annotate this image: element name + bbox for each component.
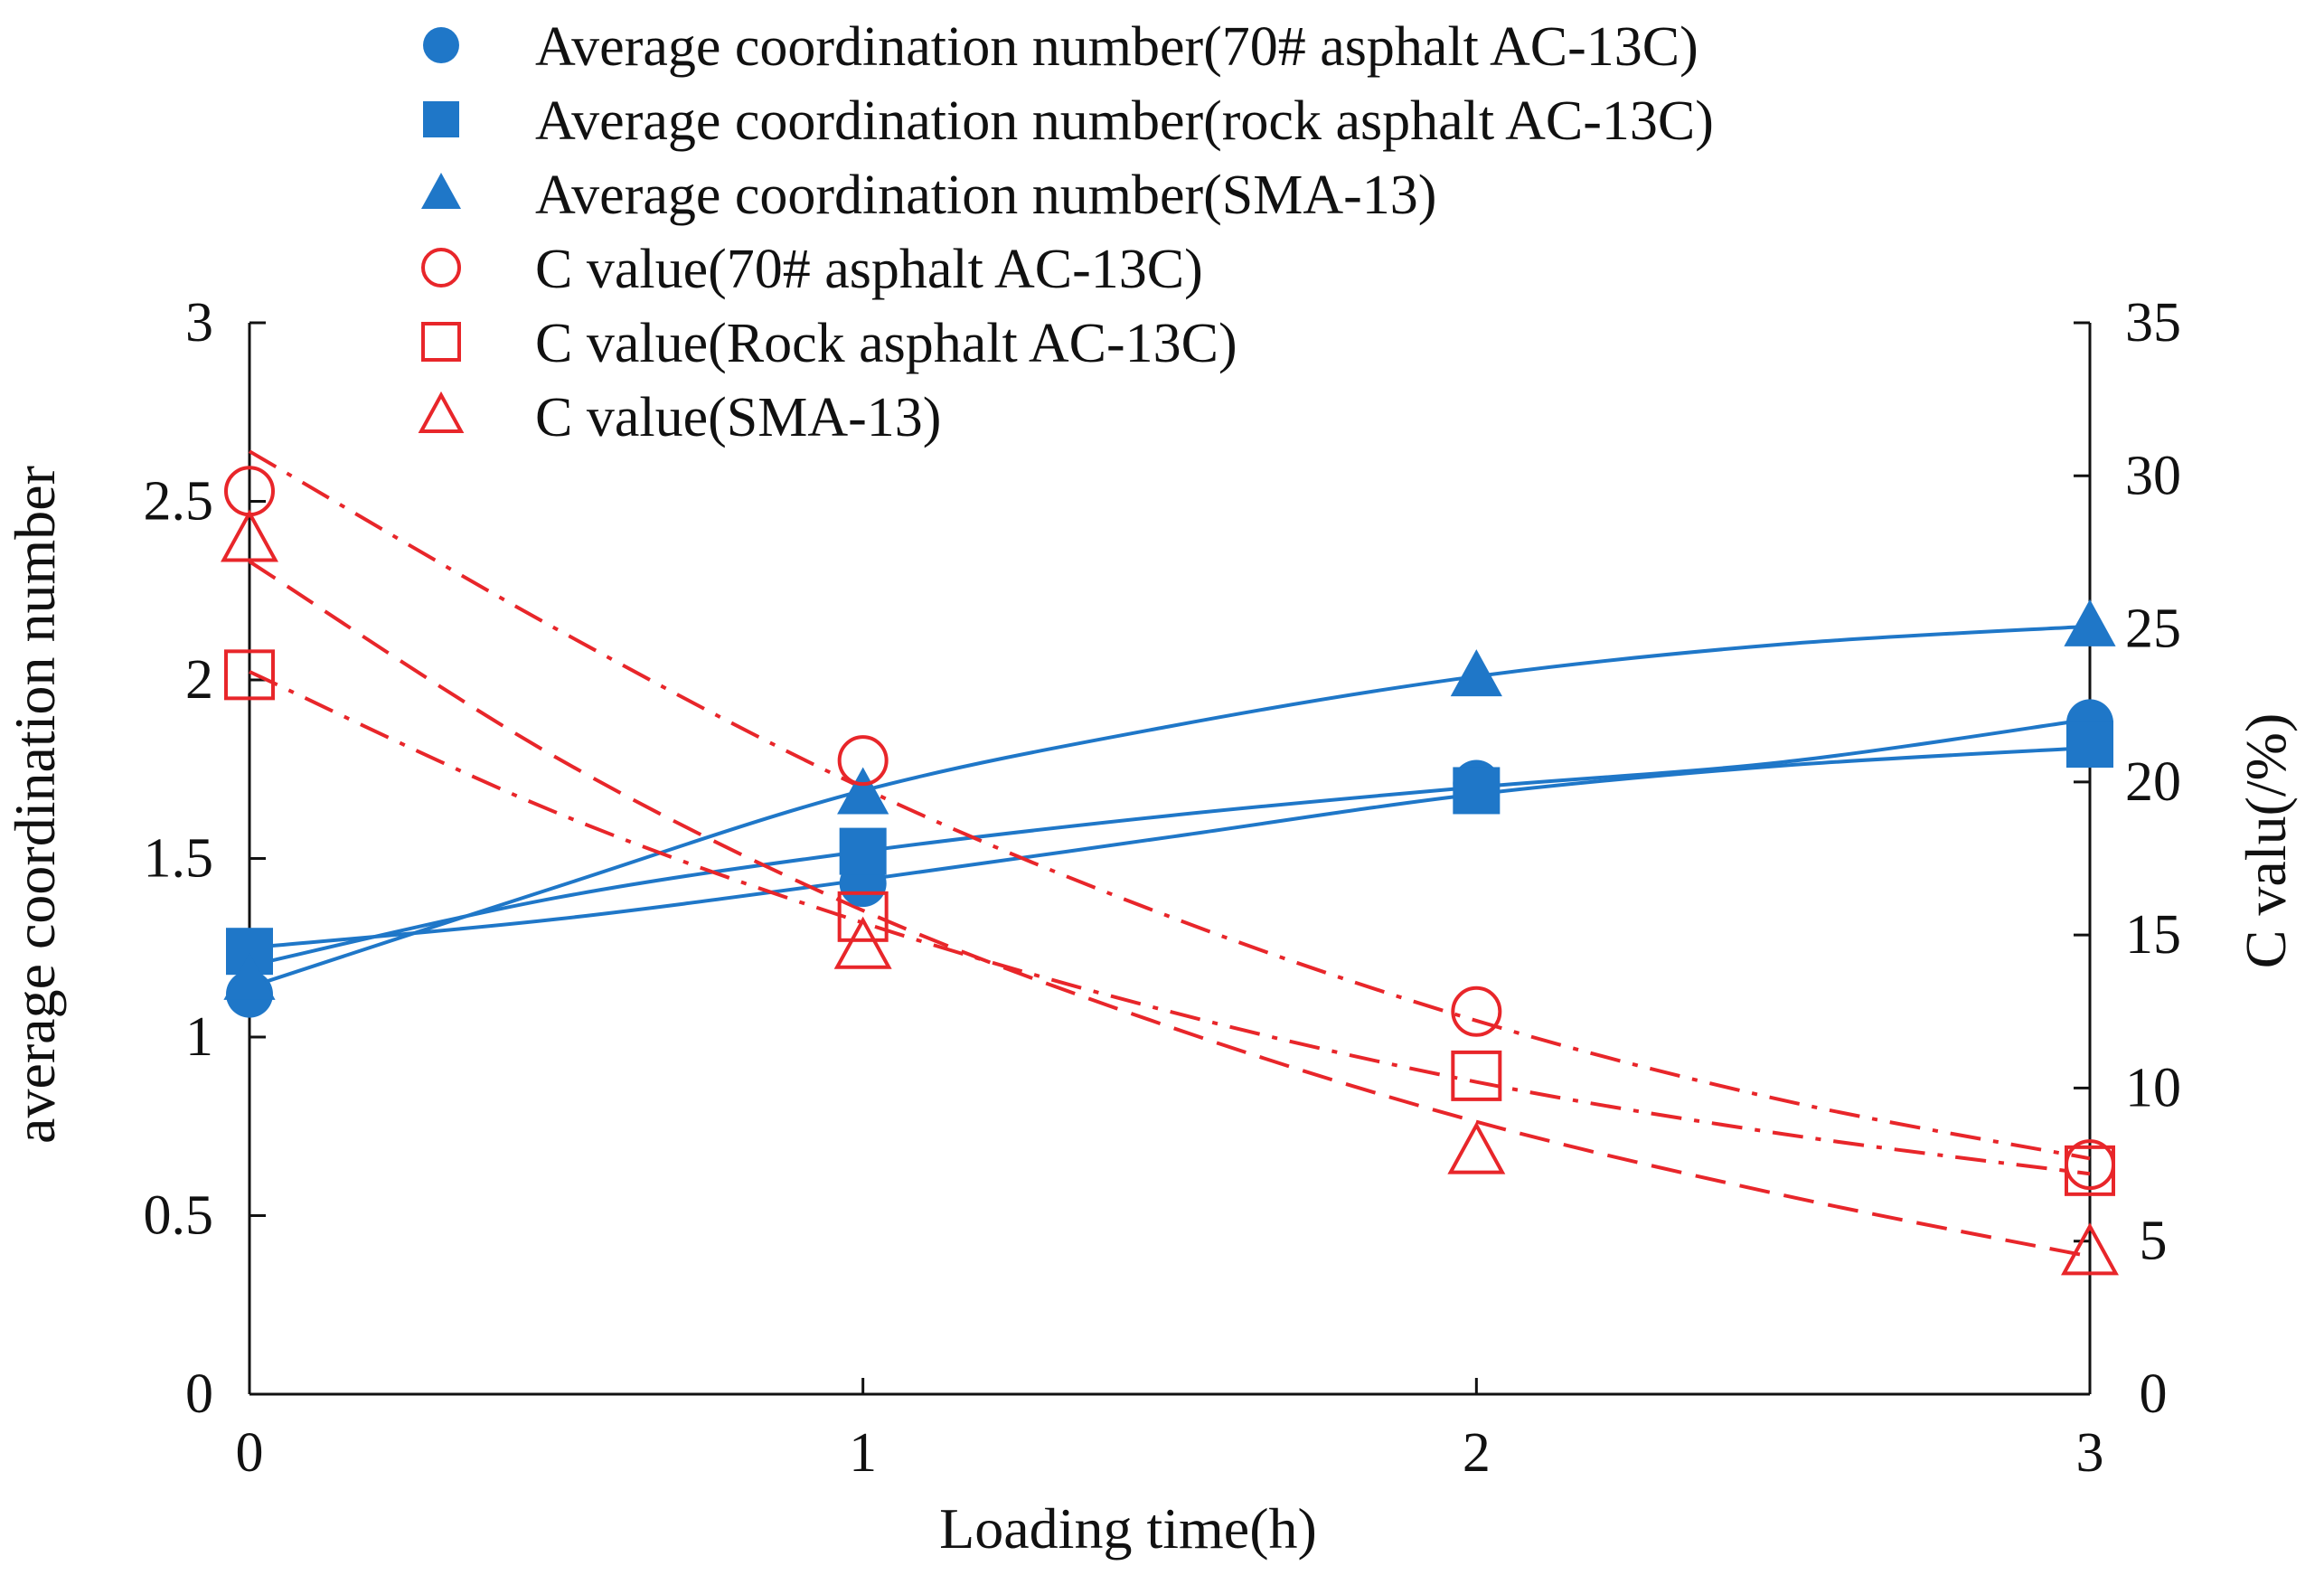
y-left-tick-label: 2.5 xyxy=(144,471,214,533)
y-left-tick-label: 1 xyxy=(185,1006,213,1068)
y-right-tick-label: 30 xyxy=(2125,445,2181,506)
legend-marker-series-3 xyxy=(421,248,461,288)
data-point-series-2 xyxy=(837,767,889,815)
x-axis-title: Loading time(h) xyxy=(939,1496,1317,1561)
y-left-tick-label: 0.5 xyxy=(144,1185,214,1247)
fit-line-series-4 xyxy=(249,670,2091,1176)
data-point-series-4 xyxy=(837,891,889,942)
y-right-tick-label: 10 xyxy=(2125,1057,2181,1118)
y-axis-right-title: C valu(/%) xyxy=(2234,713,2298,969)
legend-label-series-2: Average coordination number(SMA-13) xyxy=(535,165,1436,226)
legend-marker-series-2 xyxy=(421,173,461,209)
data-point-series-1 xyxy=(1453,767,1501,815)
legend-label-series-5: C value(SMA-13) xyxy=(535,387,941,448)
y-right-tick-label: 25 xyxy=(2125,599,2181,660)
data-point-series-5 xyxy=(221,509,278,562)
data-point-series-3 xyxy=(1451,986,1502,1037)
data-point-series-5 xyxy=(2061,1222,2119,1276)
fit-lines xyxy=(248,449,2091,1259)
y-left-tick-label: 3 xyxy=(185,292,213,354)
data-markers xyxy=(221,466,2119,1276)
y-left-tick-label: 2 xyxy=(185,649,213,711)
y-right-tick-label: 0 xyxy=(2140,1363,2168,1425)
fit-line-series-5 xyxy=(248,560,2091,1259)
legend-label-series-4: C value(Rock asphalt AC-13C) xyxy=(535,313,1237,374)
fit-line-series-2 xyxy=(249,624,2091,989)
legend-label-series-3: C value(70# asphalt AC-13C) xyxy=(535,239,1203,300)
data-point-series-5 xyxy=(1447,1121,1506,1174)
x-tick-label: 1 xyxy=(849,1422,877,1484)
data-point-series-2 xyxy=(1450,649,1502,697)
data-point-series-3 xyxy=(837,735,889,787)
data-point-series-4 xyxy=(224,649,275,701)
x-tick-label: 3 xyxy=(2076,1422,2104,1484)
fit-line-series-3 xyxy=(248,449,2091,1161)
x-tick-label: 2 xyxy=(1463,1422,1491,1484)
data-point-series-5 xyxy=(833,916,892,969)
data-point-series-4 xyxy=(1451,1050,1502,1101)
fit-line-series-0 xyxy=(249,717,2091,967)
y-right-tick-label: 5 xyxy=(2140,1211,2168,1272)
legend-marker-series-4 xyxy=(421,322,461,362)
y-left-tick-label: 0 xyxy=(185,1363,213,1425)
fit-line-series-1 xyxy=(249,746,2091,950)
x-tick-label: 0 xyxy=(236,1422,264,1484)
data-point-series-1 xyxy=(839,827,887,875)
legend-marker-series-0 xyxy=(423,27,459,63)
data-point-series-2 xyxy=(2064,599,2116,646)
y-right-tick-label: 15 xyxy=(2125,904,2181,966)
data-point-series-4 xyxy=(2065,1145,2115,1196)
y-right-tick-label: 35 xyxy=(2125,292,2181,354)
data-point-series-1 xyxy=(2066,721,2113,769)
legend-label-series-0: Average coordination number(70# asphalt … xyxy=(535,16,1698,78)
legend-marker-series-5 xyxy=(418,391,465,433)
legend-marker-series-1 xyxy=(423,101,459,137)
legend: Average coordination number(70# asphalt … xyxy=(418,16,1714,448)
data-point-series-2 xyxy=(223,952,276,1000)
y-right-tick-label: 20 xyxy=(2125,751,2181,813)
y-axis-left-title: average coordination number xyxy=(3,466,67,1144)
y-left-tick-label: 1.5 xyxy=(144,828,214,890)
legend-label-series-1: Average coordination number(rock asphalt… xyxy=(535,90,1714,152)
